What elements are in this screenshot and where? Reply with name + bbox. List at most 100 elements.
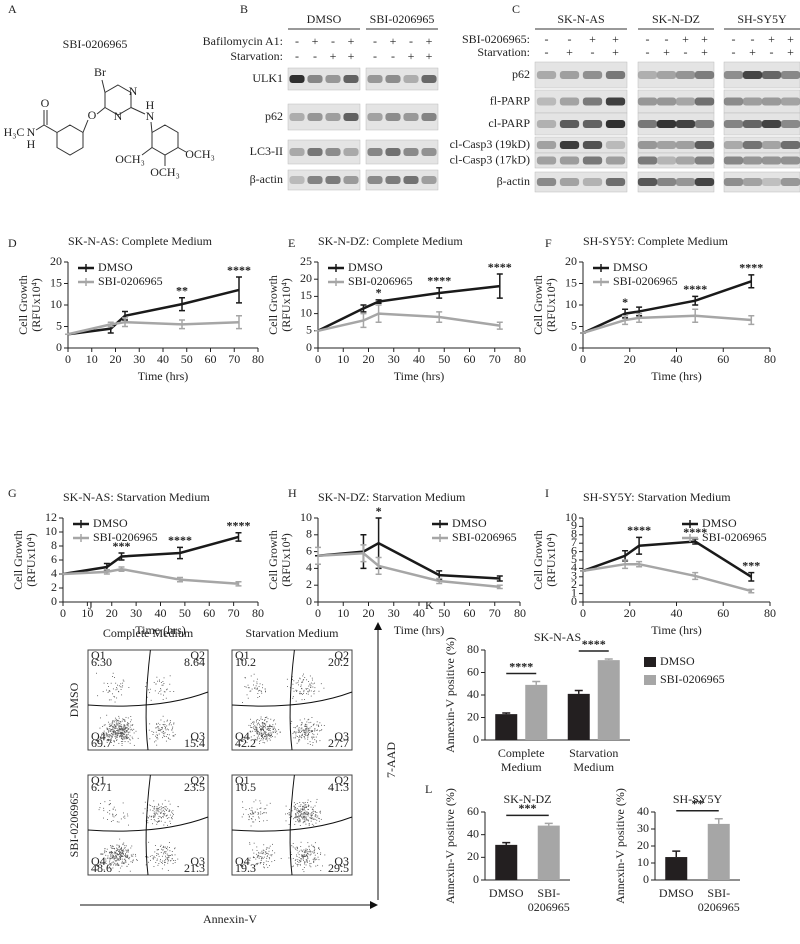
y-tick-label: 40 [637,804,649,818]
event-dot [258,732,260,734]
treatment-sign: + [566,45,573,59]
y-tick-label: 12 [45,510,57,524]
event-dot [165,740,167,742]
x-tick-label: 40 [413,606,425,620]
event-dot [269,845,271,847]
event-dot [264,688,266,690]
event-dot [269,739,271,741]
x-tick-label: 50 [438,606,450,620]
quadrant-value: 8.64 [184,655,205,669]
y-tick-label: 10 [637,855,649,869]
event-dot [307,691,309,693]
y-tick-label: 15 [300,288,312,302]
event-dot [118,859,119,861]
event-dot [120,737,122,739]
event-dot [125,854,127,856]
event-dot [114,851,116,853]
event-dot [257,730,259,732]
quadrant-name: Q3 [190,729,205,743]
event-dot [121,855,123,857]
event-dot [285,820,287,822]
event-dot [123,719,125,721]
event-dot [302,806,304,808]
x-tick-label: SBI- [707,886,730,900]
event-dot [171,818,173,820]
event-dot [119,850,120,852]
treatment-sign: - [646,32,650,46]
event-dot [287,813,289,815]
quadrant-name: Q1 [235,773,250,787]
event-dot [258,720,260,721]
event-dot [126,735,128,737]
event-dot [153,855,155,857]
event-dot [110,725,112,727]
event-dot [295,814,297,816]
x-tick-label: 30 [133,352,145,366]
event-dot [304,718,306,720]
event-dot [118,717,120,719]
event-dot [168,800,170,802]
event-dot [263,730,265,732]
event-dot [117,731,119,733]
event-dot [147,820,149,822]
event-dot [136,859,137,861]
event-dot [115,732,117,734]
error-bar [502,712,511,715]
y-tick-label: 5 [306,323,312,337]
event-dot [295,821,297,823]
event-dot [166,846,168,848]
event-dot [307,743,309,745]
y-tick-label: 5 [571,318,577,332]
event-dot [303,732,305,734]
y-tick-label: 80 [467,642,479,656]
event-dot [303,692,305,694]
event-dot [296,725,298,727]
event-dot [253,812,255,814]
event-dot [265,690,266,692]
event-dot [120,731,122,733]
event-dot [260,856,262,858]
event-dot [294,813,296,815]
event-dot [159,691,161,692]
blot-band [761,120,782,128]
event-dot [165,815,167,817]
blot-band [289,176,305,184]
event-dot [272,850,273,852]
blot-band [343,148,359,156]
event-dot [300,854,302,856]
quadrant-name: Q4 [235,854,250,868]
event-dot [321,724,322,726]
event-dot [124,817,126,819]
event-dot [300,808,302,810]
event-dot [163,813,165,815]
event-dot [164,691,166,693]
event-dot [286,678,288,680]
event-dot [168,724,170,726]
event-dot [258,813,260,815]
error-bar [375,556,382,576]
event-dot [114,731,116,733]
event-dot [149,809,151,811]
event-dot [310,731,312,733]
event-dot [266,735,268,737]
atom-label: N [114,109,123,123]
event-dot [124,727,126,729]
event-dot [103,682,105,684]
event-dot [109,800,111,801]
event-dot [116,733,117,735]
y-tick-label: 8 [51,538,57,552]
event-dot [158,821,159,823]
event-dot [110,851,112,853]
event-dot [114,732,116,734]
quadrant-name: Q4 [91,854,106,868]
y-tick-label: 20 [467,709,479,723]
event-dot [300,804,302,806]
event-dot [301,729,303,731]
event-dot [103,730,105,732]
event-dot [107,738,109,740]
significance: ** [692,797,704,811]
event-dot [261,858,262,860]
event-dot [167,869,169,871]
event-dot [320,730,322,731]
chart-title: SK-N-DZ: Starvation Medium [318,490,466,504]
